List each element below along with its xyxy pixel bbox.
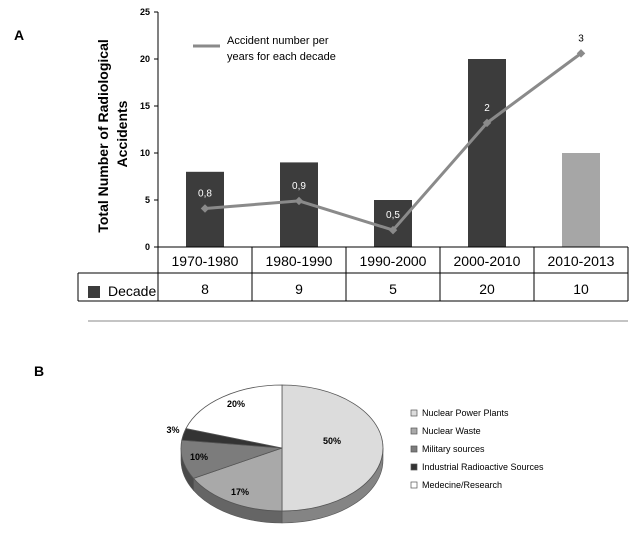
- line-point: [388, 225, 398, 235]
- pie-legend-label: Nuclear Waste: [422, 426, 481, 436]
- line-point: [482, 118, 492, 128]
- x-tick-label: 1970-1980: [172, 253, 239, 269]
- pie-value-label: 3%: [166, 425, 179, 435]
- table-series-label: Decade: [108, 283, 156, 299]
- x-tick-label: 1980-1990: [266, 253, 333, 269]
- pie-chart: 50% 17% 10% 3% 20%: [166, 384, 384, 524]
- line-legend-text-2: years for each decade: [227, 51, 336, 63]
- line-series: 0,8 0,9 0,5 2 3: [198, 33, 586, 235]
- pie-legend-swatch: [410, 445, 418, 453]
- line-legend: Accident number per years for each decad…: [193, 35, 336, 63]
- table-value: 5: [389, 281, 397, 297]
- y-tick-label: 10: [140, 148, 150, 158]
- y-tick-label: 0: [145, 242, 150, 252]
- pie-slice-Medecine/Research: [185, 384, 283, 449]
- bar-2010-2013: [562, 153, 600, 247]
- pie-legend-label: Military sources: [422, 444, 485, 454]
- data-table: Decade 1970-1980 8 1980-1990 9 1990-2000 5 200…: [77, 246, 629, 302]
- y-axis-label: Total Number of Radiological Accidents: [95, 35, 130, 232]
- bar-1990-2000: [374, 200, 412, 247]
- pie-legend-label: Medecine/Research: [422, 480, 502, 490]
- pie-value-label: 17%: [231, 487, 249, 497]
- y-axis-label-line-1: Total Number of Radiological: [95, 39, 111, 232]
- line-point-label: 0,8: [198, 188, 212, 199]
- table-value: 20: [479, 281, 495, 297]
- panel-a-label: A: [14, 27, 24, 43]
- line-legend-text-1: Accident number per: [227, 35, 329, 47]
- table-value: 9: [295, 281, 303, 297]
- line-point-label: 3: [578, 33, 584, 44]
- line-point-label: 2: [484, 103, 490, 114]
- pie-legend-swatch: [410, 481, 418, 489]
- x-tick-label: 2000-2010: [454, 253, 521, 269]
- plot-area: 0 5 10 15 20 25: [140, 7, 159, 252]
- y-axis-label-line-2: Accidents: [114, 100, 130, 167]
- x-tick-label: 1990-2000: [360, 253, 427, 269]
- line-point-label: 0,5: [386, 210, 400, 221]
- line-point-label: 0,9: [292, 181, 306, 192]
- pie-value-label: 10%: [190, 452, 208, 462]
- x-tick-label: 2010-2013: [548, 253, 615, 269]
- line-point: [200, 204, 210, 213]
- pie-legend-swatch: [410, 463, 418, 471]
- panel-b-label: B: [34, 363, 44, 379]
- bar-2000-2010: [468, 59, 506, 247]
- y-tick-label: 15: [140, 101, 150, 111]
- pie-legend-swatch: [410, 427, 418, 435]
- y-tick-label: 5: [145, 195, 150, 205]
- y-tick-label: 20: [140, 54, 150, 64]
- line-point: [294, 196, 304, 206]
- pie-legend-label: Nuclear Power Plants: [422, 408, 509, 418]
- table-value: 10: [573, 281, 589, 297]
- y-tick-label: 25: [140, 7, 150, 17]
- pie-legend-swatch: [410, 409, 418, 417]
- pie-value-label: 50%: [323, 436, 341, 446]
- pie-legend: Nuclear Power Plants Nuclear Waste Militar…: [410, 408, 544, 490]
- table-value: 8: [201, 281, 209, 297]
- pie-slice-Nuclear Waste: [192, 447, 283, 512]
- pie-slice-Nuclear Power Plants: [281, 384, 384, 512]
- pie-legend-label: Industrial Radioactive Sources: [422, 462, 544, 472]
- pie-value-label: 20%: [227, 399, 245, 409]
- table-series-swatch: [88, 286, 100, 298]
